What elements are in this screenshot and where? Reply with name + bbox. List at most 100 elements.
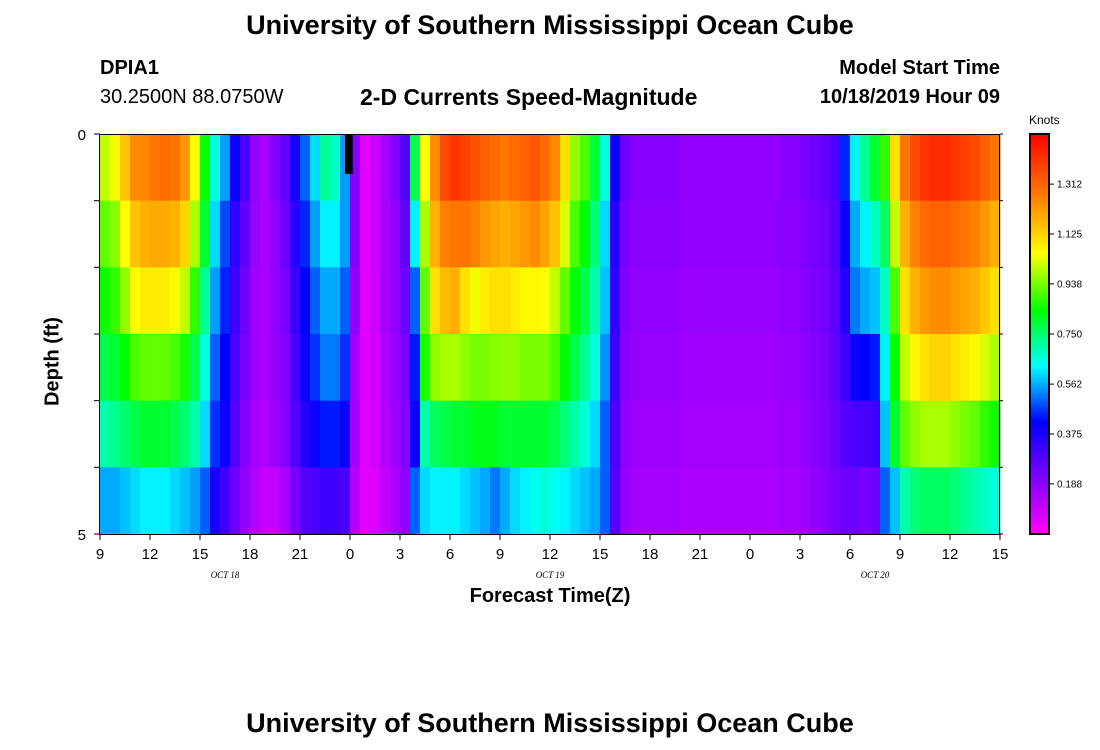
heatmap-cell	[180, 400, 191, 468]
heatmap-cell	[780, 467, 791, 535]
heatmap-cell	[220, 134, 231, 202]
heatmap-cell	[820, 400, 831, 468]
heatmap-cell	[250, 134, 261, 202]
heatmap-cell	[940, 334, 951, 402]
heatmap-cell	[400, 267, 411, 335]
heatmap-cell	[970, 467, 981, 535]
heatmap-cell	[430, 400, 441, 468]
heatmap-cell	[790, 400, 801, 468]
x-tick-label: 9	[496, 546, 504, 563]
heatmap-cell	[900, 200, 911, 268]
heatmap-cell	[100, 467, 111, 535]
heatmap-cell	[960, 400, 971, 468]
heatmap-cell	[840, 334, 851, 402]
heatmap-cell	[360, 400, 371, 468]
heatmap-cell	[900, 467, 911, 535]
heatmap-cell	[320, 134, 331, 202]
heatmap-cell	[280, 467, 291, 535]
heatmap-cell	[650, 267, 661, 335]
heatmap-cell	[410, 467, 421, 535]
heatmap-cell	[650, 200, 661, 268]
heatmap-cell	[450, 134, 461, 202]
heatmap-cell	[860, 200, 871, 268]
y-tick-label: 0	[78, 127, 86, 144]
heatmap-cell	[700, 267, 711, 335]
heatmap-cell	[630, 467, 641, 535]
heatmap-cell	[720, 334, 731, 402]
heatmap-cell	[620, 467, 631, 535]
heatmap-cell	[280, 400, 291, 468]
heatmap-cell	[550, 200, 561, 268]
heatmap-cell	[820, 267, 831, 335]
heatmap-cell	[170, 200, 181, 268]
heatmap-cell	[590, 200, 601, 268]
heatmap-cell	[330, 400, 341, 468]
heatmap-cell	[930, 134, 941, 202]
heatmap-cell	[610, 200, 621, 268]
heatmap-cell	[160, 267, 171, 335]
heatmap-cell	[790, 134, 801, 202]
heatmap-cell	[220, 334, 231, 402]
heatmap-cell	[820, 467, 831, 535]
colorbar-tick-label: 1.312	[1057, 180, 1082, 191]
heatmap-cell	[170, 267, 181, 335]
heatmap-cells	[100, 134, 1001, 535]
heatmap-cell	[450, 334, 461, 402]
heatmap-cell	[480, 334, 491, 402]
heatmap-cell	[780, 400, 791, 468]
heatmap-cell	[930, 400, 941, 468]
heatmap-cell	[490, 467, 501, 535]
heatmap-cell	[510, 200, 521, 268]
heatmap-cell	[870, 334, 881, 402]
heatmap-cell	[190, 267, 201, 335]
x-axis-ticks: 9 12 15 18 21 0 3 6 9 12 15 18 21 0 3 6 9 12 15	[96, 534, 1008, 563]
heatmap-cell	[880, 467, 891, 535]
heatmap-cell	[430, 134, 441, 202]
heatmap-cell	[180, 200, 191, 268]
model-start-value: 10/18/2019 Hour 09	[819, 86, 1000, 108]
heatmap-cell	[240, 200, 251, 268]
heatmap-cell	[600, 467, 611, 535]
heatmap-cell	[840, 267, 851, 335]
heatmap-cell	[800, 467, 811, 535]
heatmap-cell	[530, 467, 541, 535]
heatmap-cell	[120, 267, 131, 335]
heatmap-cell	[260, 134, 271, 202]
heatmap-cell	[790, 267, 801, 335]
heatmap-cell	[100, 267, 111, 335]
heatmap-cell	[160, 467, 171, 535]
heatmap-cell	[480, 267, 491, 335]
heatmap-cell	[730, 400, 741, 468]
heatmap-cell	[450, 200, 461, 268]
heatmap-cell	[420, 200, 431, 268]
heatmap-cell	[510, 134, 521, 202]
heatmap-cell	[500, 334, 511, 402]
heatmap-cell	[680, 200, 691, 268]
heatmap-cell	[340, 400, 351, 468]
heatmap-cell	[300, 134, 311, 202]
heatmap-cell	[520, 467, 531, 535]
heatmap-cell	[310, 267, 321, 335]
heatmap-cell	[770, 334, 781, 402]
heatmap-cell	[600, 400, 611, 468]
heatmap-cell	[170, 134, 181, 202]
heatmap-cell	[630, 400, 641, 468]
heatmap-cell	[740, 267, 751, 335]
heatmap-cell	[100, 334, 111, 402]
heatmap-cell	[540, 267, 551, 335]
heatmap-cell	[850, 467, 861, 535]
heatmap-cell	[210, 467, 221, 535]
heatmap-cell	[460, 467, 471, 535]
heatmap-cell	[150, 200, 161, 268]
colorbar-units-label: Knots	[1029, 113, 1060, 127]
heatmap-cell	[500, 467, 511, 535]
heatmap-cell	[250, 467, 261, 535]
heatmap-cell	[490, 200, 501, 268]
heatmap-cell	[440, 134, 451, 202]
heatmap-cell	[440, 267, 451, 335]
heatmap-cell	[760, 134, 771, 202]
heatmap-cell	[210, 134, 221, 202]
heatmap-cell	[380, 467, 391, 535]
heatmap-cell	[590, 334, 601, 402]
heatmap-cell	[550, 400, 561, 468]
